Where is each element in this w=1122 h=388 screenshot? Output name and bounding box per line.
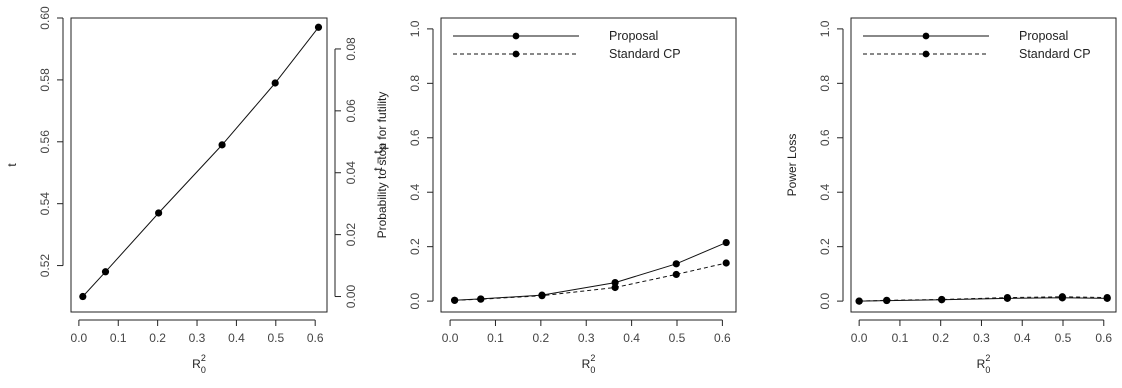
panel-left-x-tick-label: 0.0: [71, 331, 88, 345]
panel-left-y-tick-label: 0.52: [38, 254, 52, 278]
panel-right-y-tick-label: 0.8: [818, 75, 832, 92]
panel-middle-y-tick-label: 0.6: [408, 129, 422, 146]
panel-middle-data-point: [611, 283, 619, 292]
panel-right-y-axis-label: Power Loss: [785, 134, 799, 197]
panel-right-x-tick-label: 0.3: [973, 331, 990, 345]
panel-middle-data-point: [672, 270, 680, 279]
panel-left-y2-tick-label: 0.00: [344, 285, 358, 309]
panel-middle-data-point: [722, 259, 730, 267]
panel-right-legend-label-1: Standard CP: [1019, 47, 1091, 61]
panel-right-data-point: [855, 297, 863, 305]
panel-left-series-line-0: [82, 26, 319, 297]
panel-right-data-point: [1058, 293, 1066, 301]
panel-middle-x-tick-label: 0.3: [578, 331, 595, 345]
panel-left-data-point: [218, 141, 226, 149]
panel-right-data-point: [883, 296, 891, 304]
panel-left-x-tick-label: 0.5: [267, 331, 284, 345]
panel-middle-data-point: [477, 295, 485, 303]
panel-right-x-axis-label: R2 0: [977, 353, 991, 375]
panel-left-data-point: [314, 23, 323, 31]
panel-middle-legend-marker-1: [512, 50, 520, 58]
panel-middle-x-tick-label: 0.6: [714, 331, 731, 345]
panel-left-y-tick-label: 0.54: [38, 192, 52, 216]
panel-left-x-tick-label: 0.6: [307, 331, 324, 345]
panel-right-data-point: [1103, 293, 1111, 302]
panel-left-y2-tick-label: 0.06: [344, 99, 358, 123]
panel-left-data-point: [79, 292, 87, 301]
panel-left-data-point: [101, 268, 110, 276]
panel-left-x-tick-label: 0.4: [228, 331, 245, 345]
panel-left-data-point: [271, 79, 279, 87]
panel-right-y-tick-label: 0.2: [818, 238, 832, 255]
panel-left-y2-axis-label: t − tst: [371, 143, 388, 171]
panel-left-y-axis-label: t: [5, 163, 19, 167]
panel-middle-x-tick-label: 0.0: [442, 331, 459, 345]
panel-left-plot-frame: [70, 17, 328, 313]
panel-middle-y-tick-label: 0.8: [408, 75, 422, 92]
panel-right-legend-label-0: Proposal: [1019, 29, 1068, 43]
panel-middle-data-point: [722, 238, 730, 247]
panel-left-x-tick-label: 0.1: [110, 331, 127, 345]
panel-left-y-tick-label: 0.58: [38, 68, 52, 92]
panel-middle-y-tick-label: 1.0: [408, 20, 422, 37]
panel-right-series-line-1: [859, 296, 1108, 302]
panel-right-plot-frame: [850, 17, 1117, 313]
panel-middle-legend-label-1: Standard CP: [609, 47, 681, 61]
panel-middle-plot-frame: [440, 17, 737, 313]
panel-right-y-tick-label: 0.4: [818, 184, 832, 201]
panel-middle-x-tick-label: 0.4: [623, 331, 640, 345]
panel-middle-legend-label-0: Proposal: [609, 29, 658, 43]
panel-middle-data-point: [538, 292, 546, 300]
panel-right-x-tick-label: 0.2: [932, 331, 949, 345]
panel-left-data-point: [155, 209, 163, 217]
panel-middle-series-line-0: [454, 242, 727, 301]
panel-right-data-point: [938, 295, 946, 304]
panel-left-y2-tick-label: 0.04: [344, 161, 358, 185]
panel-middle-x-axis-label: R2 0: [582, 353, 596, 375]
panel-right-y-tick-label: 0.0: [818, 292, 832, 309]
panel-right-data-point: [1003, 293, 1011, 302]
panel-middle-data-point: [672, 260, 680, 268]
panel-middle-y-tick-label: 0.4: [408, 184, 422, 201]
panel-middle-x-tick-label: 0.5: [669, 331, 686, 345]
panel-left-x-tick-label: 0.3: [189, 331, 206, 345]
panel-left-y2-tick-label: 0.02: [344, 223, 358, 247]
panel-right-legend-marker-1: [922, 50, 930, 58]
panel-right-legend-marker-0: [922, 32, 930, 40]
panel-left-x-tick-label: 0.2: [149, 331, 166, 345]
panel-middle-y-tick-label: 0.0: [408, 292, 422, 309]
panel-right-x-tick-label: 0.4: [1014, 331, 1031, 345]
panel-middle-x-tick-label: 0.2: [533, 331, 550, 345]
panel-middle-data-point: [451, 296, 459, 304]
panel-middle-y-tick-label: 0.2: [408, 238, 422, 255]
panel-middle-x-tick-label: 0.1: [487, 331, 504, 345]
panel-left-y-tick-label: 0.56: [38, 130, 52, 154]
panel-right-x-tick-label: 0.6: [1095, 331, 1112, 345]
panel-middle-series-line-1: [454, 262, 727, 301]
panel-middle-legend-marker-0: [512, 32, 520, 40]
panel-right-y-tick-label: 0.6: [818, 129, 832, 146]
panel-right-x-tick-label: 0.0: [851, 331, 868, 345]
panel-middle-y-axis-label: Probability to stop for futility: [375, 92, 389, 239]
panel-right-y-tick-label: 1.0: [818, 20, 832, 37]
panel-right-x-tick-label: 0.5: [1055, 331, 1072, 345]
panel-left-y-tick-label: 0.60: [38, 6, 52, 30]
panel-left-x-axis-label: R2 0: [192, 353, 206, 375]
panel-left-y2-tick-label: 0.08: [344, 37, 358, 61]
panel-right-x-tick-label: 0.1: [892, 331, 909, 345]
